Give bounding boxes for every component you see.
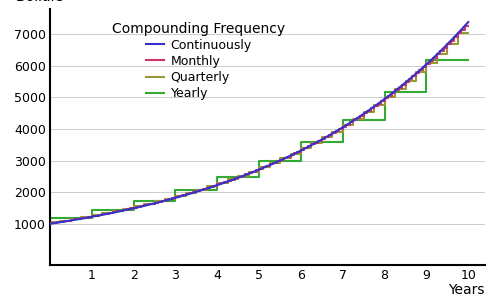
Continuously xyxy=(216,183,222,186)
Line: Continuously: Continuously xyxy=(50,22,469,224)
Monthly xyxy=(284,155,290,158)
Yearly xyxy=(214,188,220,192)
Yearly xyxy=(130,208,136,212)
Yearly xyxy=(89,216,95,219)
Yearly xyxy=(382,91,388,94)
Yearly xyxy=(256,175,262,178)
Legend: Continuously, Monthly, Quarterly, Yearly: Continuously, Monthly, Quarterly, Yearly xyxy=(108,18,289,104)
Monthly xyxy=(47,222,53,226)
Line: Yearly: Yearly xyxy=(50,60,469,224)
Line: Monthly: Monthly xyxy=(50,26,469,224)
Monthly xyxy=(466,24,471,28)
Yearly xyxy=(424,91,430,94)
Yearly xyxy=(130,208,136,212)
Yearly xyxy=(298,141,304,144)
Yearly xyxy=(340,118,346,121)
Quarterly xyxy=(434,52,440,55)
Quarterly xyxy=(225,181,231,185)
Quarterly xyxy=(308,147,314,150)
Yearly xyxy=(298,159,304,163)
Quarterly xyxy=(466,31,471,35)
Monthly xyxy=(58,220,64,223)
Yearly xyxy=(382,118,388,121)
Continuously xyxy=(47,222,53,226)
Yearly xyxy=(424,91,430,94)
Yearly xyxy=(340,141,346,144)
Monthly xyxy=(308,144,314,148)
Continuously xyxy=(334,129,340,132)
Monthly xyxy=(124,207,130,211)
Continuously xyxy=(90,215,96,219)
Yearly xyxy=(466,58,471,62)
Monthly xyxy=(298,148,304,152)
Quarterly xyxy=(330,136,336,139)
Yearly xyxy=(298,159,304,163)
Yearly xyxy=(214,188,220,192)
Yearly xyxy=(89,208,95,212)
Yearly xyxy=(130,199,136,203)
Yearly xyxy=(47,222,53,226)
Monthly xyxy=(462,24,468,28)
Quarterly xyxy=(47,222,53,226)
Text: Years: Years xyxy=(448,283,485,297)
Yearly xyxy=(172,199,178,203)
Yearly xyxy=(214,175,220,178)
Yearly xyxy=(382,118,388,121)
Yearly xyxy=(172,188,178,192)
Yearly xyxy=(256,175,262,178)
Line: Quarterly: Quarterly xyxy=(50,33,469,224)
Quarterly xyxy=(141,202,147,206)
Yearly xyxy=(424,58,430,62)
Yearly xyxy=(47,216,53,219)
Continuously xyxy=(466,20,471,24)
Quarterly xyxy=(89,215,95,219)
Yearly xyxy=(340,141,346,144)
Yearly xyxy=(89,216,95,219)
Quarterly xyxy=(455,31,461,35)
Yearly xyxy=(172,199,178,203)
Continuously xyxy=(373,103,379,107)
Text: Dollars: Dollars xyxy=(15,0,64,4)
Monthly xyxy=(413,71,419,75)
Yearly xyxy=(466,58,471,62)
Yearly xyxy=(256,159,262,163)
Continuously xyxy=(380,98,386,101)
Continuously xyxy=(231,177,237,181)
